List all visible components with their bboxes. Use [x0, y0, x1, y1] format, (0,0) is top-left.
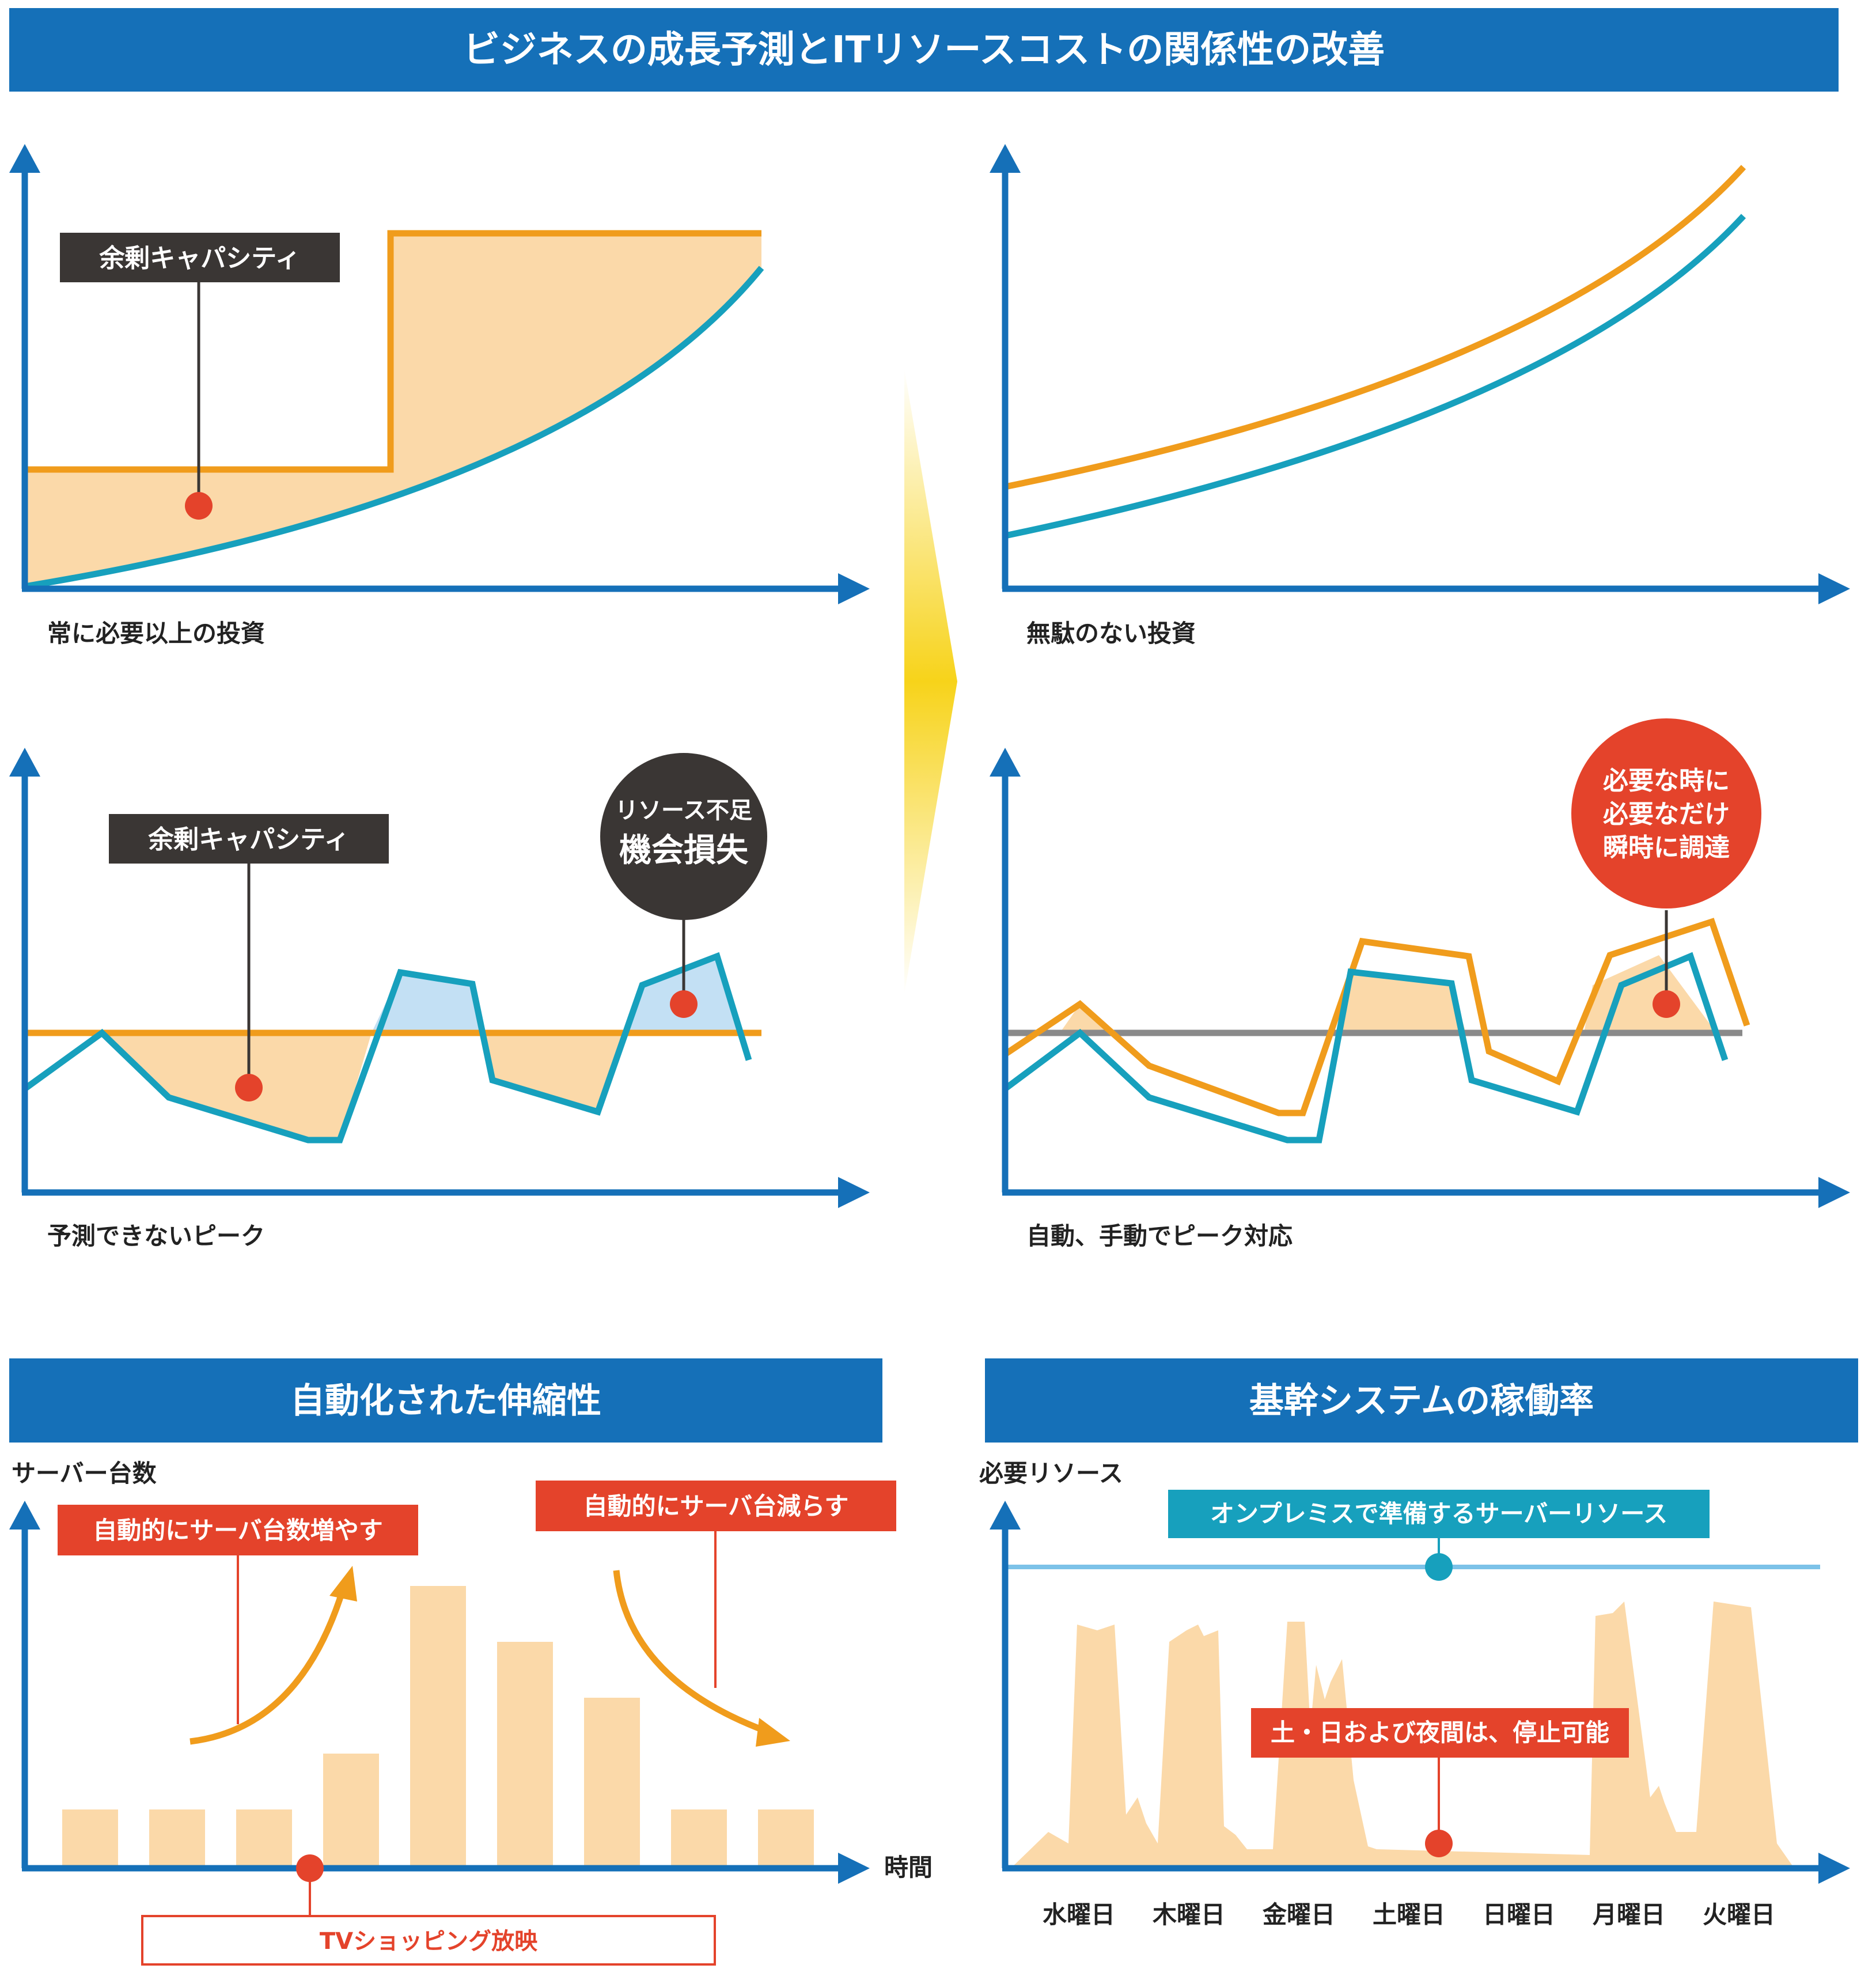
- y-axis-arrow-icon: [990, 144, 1021, 173]
- capacity-curve: [1004, 165, 1746, 490]
- y-axis-arrow-icon: [9, 1501, 40, 1530]
- label-up: 自動的にサーバ台数増やす: [93, 1516, 383, 1544]
- panel-caption: 予測できないピーク: [47, 1222, 265, 1250]
- callout-label: 余剰キャパシティ: [98, 244, 300, 273]
- headroom-area-1: [1060, 1004, 1109, 1033]
- headroom-area-2: [1336, 972, 1466, 1033]
- x-tick-label: 金曜日: [1262, 1901, 1335, 1929]
- bubble-line-2: 機会損失: [619, 832, 749, 869]
- provisioned-line: [1003, 918, 1750, 1116]
- onprem-box: [1168, 1490, 1710, 1538]
- bar: [671, 1809, 727, 1865]
- bar: [758, 1809, 814, 1865]
- bar: [62, 1809, 118, 1865]
- x-axis-arrow-icon: [1818, 1177, 1850, 1208]
- bar: [236, 1809, 292, 1865]
- bubble-line-3: 瞬時に調達: [1603, 833, 1730, 862]
- title-banner: [9, 8, 1839, 92]
- bar: [149, 1809, 205, 1865]
- headroom-area-3: [1584, 955, 1716, 1033]
- x-axis-label: 時間: [884, 1853, 933, 1881]
- callout-dot: [185, 492, 213, 520]
- y-axis-arrow-icon: [9, 748, 40, 777]
- callout-box: [109, 814, 389, 864]
- bubble-dot: [670, 990, 698, 1018]
- x-axis-arrow-icon: [838, 573, 870, 604]
- stop-dot: [1425, 1830, 1453, 1857]
- bubble-line-1: リソース不足: [615, 797, 752, 824]
- label-down: 自動的にサーバ台減らす: [583, 1492, 849, 1520]
- panel-top-left: 余剰キャパシティ 常に必要以上の投資: [9, 144, 870, 648]
- x-tick-label: 木曜日: [1153, 1901, 1225, 1929]
- shortage-area-1: [372, 972, 484, 1033]
- demand-curve: [24, 266, 764, 590]
- bar-series: [62, 1586, 814, 1865]
- panel-mid-left: 余剰キャパシティ リソース不足 機会損失 予測できないピーク: [9, 748, 870, 1250]
- bar: [323, 1754, 379, 1865]
- shortage-bubble: [600, 753, 767, 920]
- x-tick-label: 土曜日: [1373, 1901, 1445, 1929]
- panel-mid-right: 必要な時に 必要なだけ 瞬時に調達 自動、手動でピーク対応: [990, 718, 1850, 1250]
- label-up-box: [58, 1505, 418, 1555]
- section-title: 基幹システムの稼働率: [1249, 1381, 1594, 1421]
- stop-label: 土・日および夜間は、停止可能: [1271, 1718, 1609, 1747]
- bubble-line-2: 必要なだけ: [1603, 800, 1730, 829]
- scale-up-arrow: [190, 1589, 346, 1745]
- bar: [410, 1586, 466, 1865]
- demand-curve: [1004, 214, 1746, 539]
- x-tick-label: 月曜日: [1593, 1901, 1665, 1929]
- ondemand-bubble: [1571, 718, 1761, 908]
- transition-arrow: [904, 369, 957, 994]
- onprem-label: オンプレミスで準備するサーバーリソース: [1210, 1500, 1667, 1528]
- x-tick-labels: 水曜日 木曜日 金曜日 土曜日 日曜日 月曜日 火曜日: [1043, 1901, 1775, 1929]
- x-axis-arrow-icon: [838, 1853, 870, 1884]
- bar: [497, 1642, 553, 1865]
- demand-line: [1003, 952, 1729, 1144]
- event-label: TVショッピング放映: [320, 1928, 537, 1955]
- event-dot: [296, 1854, 324, 1882]
- label-down-box: [536, 1481, 896, 1531]
- callout-box: [60, 233, 340, 282]
- x-axis-arrow-icon: [1818, 573, 1850, 604]
- panel-bottom-left: 自動化された伸縮性 サーバー台数 時間 自動的にサーバ台数増やす 自動的にサーバ…: [9, 1358, 933, 1966]
- y-axis-arrow-icon: [990, 748, 1021, 777]
- scale-down-arrowhead-icon: [756, 1718, 790, 1747]
- section-title: 自動化された伸縮性: [290, 1381, 601, 1421]
- usage-area: [1011, 1602, 1794, 1868]
- x-tick-label: 火曜日: [1703, 1901, 1775, 1929]
- section-banner: [9, 1358, 882, 1443]
- bubble-dot: [1653, 990, 1680, 1018]
- stop-box: [1251, 1708, 1629, 1758]
- x-axis-arrow-icon: [838, 1177, 870, 1208]
- bubble-line-1: 必要な時に: [1603, 766, 1730, 796]
- x-tick-label: 日曜日: [1483, 1901, 1555, 1929]
- capacity-line: [25, 230, 761, 473]
- panel-caption: 無駄のない投資: [1026, 619, 1196, 648]
- onprem-dot: [1425, 1553, 1453, 1581]
- callout-label: 余剰キャパシティ: [147, 825, 349, 854]
- y-axis-label: サーバー台数: [12, 1459, 157, 1487]
- x-tick-label: 水曜日: [1043, 1901, 1115, 1929]
- scale-up-arrowhead-icon: [329, 1566, 357, 1602]
- panel-caption: 常に必要以上の投資: [47, 619, 265, 648]
- x-axis-arrow-icon: [1818, 1853, 1850, 1884]
- section-banner: [985, 1358, 1858, 1443]
- panel-caption: 自動、手動でピーク対応: [1026, 1222, 1293, 1250]
- demand-line: [22, 952, 752, 1144]
- callout-dot: [235, 1074, 263, 1101]
- surplus-area-2: [484, 1033, 622, 1112]
- event-box: [141, 1915, 716, 1966]
- y-axis-arrow-icon: [990, 1501, 1021, 1530]
- y-axis-arrow-icon: [9, 144, 40, 173]
- panel-top-right: 無駄のない投資: [990, 144, 1850, 648]
- page-title: ビジネスの成長予測とITリソースコストの関係性の改善: [463, 29, 1385, 71]
- scale-down-arrow: [613, 1570, 767, 1735]
- panel-bottom-right: 基幹システムの稼働率 必要リソース オンプレミスで準備するサーバーリソース 土・…: [979, 1358, 1858, 1929]
- y-axis-label: 必要リソース: [979, 1459, 1123, 1487]
- bar: [584, 1698, 640, 1865]
